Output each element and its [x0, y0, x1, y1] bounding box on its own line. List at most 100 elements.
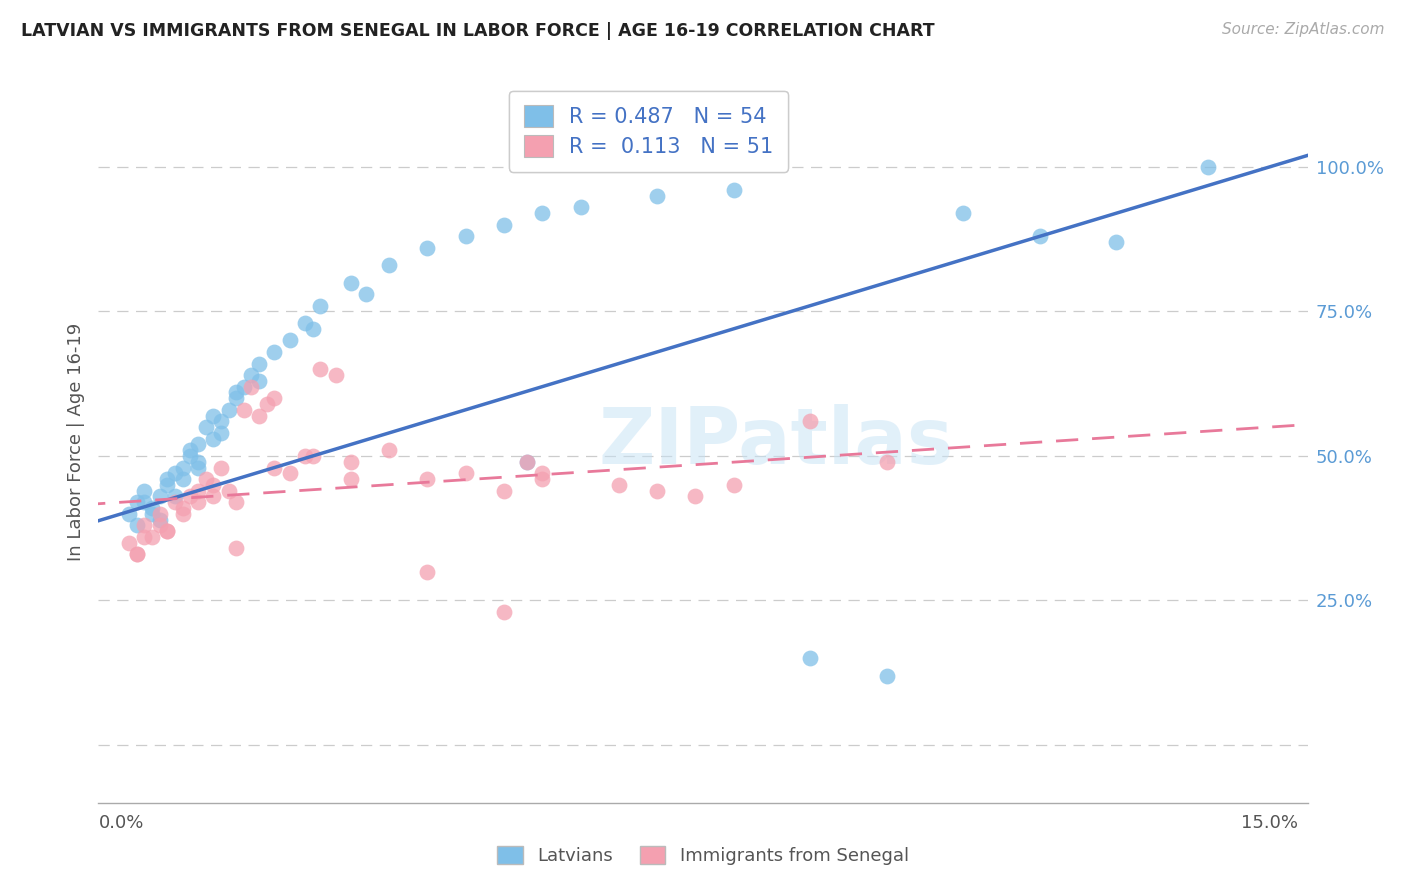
Point [187, 455, 209, 469]
Point [225, 541, 247, 556]
Point [179, 443, 201, 458]
Point [240, 379, 263, 393]
Y-axis label: In Labor Force | Age 16-19: In Labor Force | Age 16-19 [66, 322, 84, 561]
Point [172, 501, 194, 516]
Point [125, 547, 148, 561]
Point [209, 414, 232, 428]
Point [134, 530, 156, 544]
Point [952, 206, 974, 220]
Point [416, 241, 439, 255]
Point [202, 409, 225, 423]
Point [218, 483, 240, 498]
Point [118, 535, 141, 549]
Point [340, 472, 363, 486]
Point [607, 478, 630, 492]
Point [645, 189, 668, 203]
Point [492, 605, 515, 619]
Point [225, 391, 247, 405]
Point [141, 530, 163, 544]
Point [163, 467, 186, 481]
Point [202, 490, 225, 504]
Point [492, 218, 515, 232]
Text: LATVIAN VS IMMIGRANTS FROM SENEGAL IN LABOR FORCE | AGE 16-19 CORRELATION CHART: LATVIAN VS IMMIGRANTS FROM SENEGAL IN LA… [21, 22, 935, 40]
Point [263, 391, 285, 405]
Point [141, 507, 163, 521]
Point [516, 455, 538, 469]
Point [172, 460, 194, 475]
Point [232, 379, 254, 393]
Point [378, 443, 401, 458]
Point [156, 524, 179, 538]
Point [256, 397, 278, 411]
Point [156, 524, 179, 538]
Point [301, 449, 323, 463]
Point [172, 472, 194, 486]
Point [202, 478, 225, 492]
Point [685, 490, 707, 504]
Point [247, 374, 270, 388]
Point [194, 420, 217, 434]
Point [149, 490, 172, 504]
Point [125, 547, 148, 561]
Point [187, 495, 209, 509]
Point [294, 449, 316, 463]
Text: Source: ZipAtlas.com: Source: ZipAtlas.com [1222, 22, 1385, 37]
Point [163, 495, 186, 509]
Point [149, 507, 172, 521]
Point [225, 495, 247, 509]
Point [340, 455, 363, 469]
Point [187, 483, 209, 498]
Point [125, 495, 148, 509]
Point [263, 460, 285, 475]
Point [301, 322, 323, 336]
Point [179, 490, 201, 504]
Point [225, 385, 247, 400]
Point [179, 449, 201, 463]
Point [278, 334, 301, 348]
Point [156, 478, 179, 492]
Point [263, 345, 285, 359]
Point [876, 455, 898, 469]
Point [172, 507, 194, 521]
Point [149, 512, 172, 526]
Point [149, 518, 172, 533]
Point [294, 316, 316, 330]
Point [187, 460, 209, 475]
Text: ZIPatlas: ZIPatlas [598, 403, 953, 480]
Point [134, 495, 156, 509]
Point [356, 287, 378, 301]
Point [454, 467, 477, 481]
Point [278, 467, 301, 481]
Point [516, 455, 538, 469]
Point [187, 437, 209, 451]
Point [492, 483, 515, 498]
Point [454, 229, 477, 244]
Point [309, 299, 332, 313]
Point [531, 467, 554, 481]
Point [1197, 160, 1219, 174]
Point [209, 425, 232, 440]
Point [645, 483, 668, 498]
Point [416, 472, 439, 486]
Point [340, 276, 363, 290]
Point [876, 668, 898, 682]
Point [194, 472, 217, 486]
Legend: R = 0.487   N = 54, R =  0.113   N = 51: R = 0.487 N = 54, R = 0.113 N = 51 [509, 91, 789, 171]
Point [134, 483, 156, 498]
Point [118, 507, 141, 521]
Point [531, 472, 554, 486]
Point [247, 357, 270, 371]
Point [325, 368, 347, 382]
Point [799, 651, 821, 665]
Point [378, 258, 401, 272]
Point [156, 472, 179, 486]
Point [240, 368, 263, 382]
Point [232, 402, 254, 417]
Point [799, 414, 821, 428]
Point [141, 501, 163, 516]
Point [163, 490, 186, 504]
Point [569, 201, 592, 215]
Point [416, 565, 439, 579]
Point [723, 478, 745, 492]
Point [247, 409, 270, 423]
